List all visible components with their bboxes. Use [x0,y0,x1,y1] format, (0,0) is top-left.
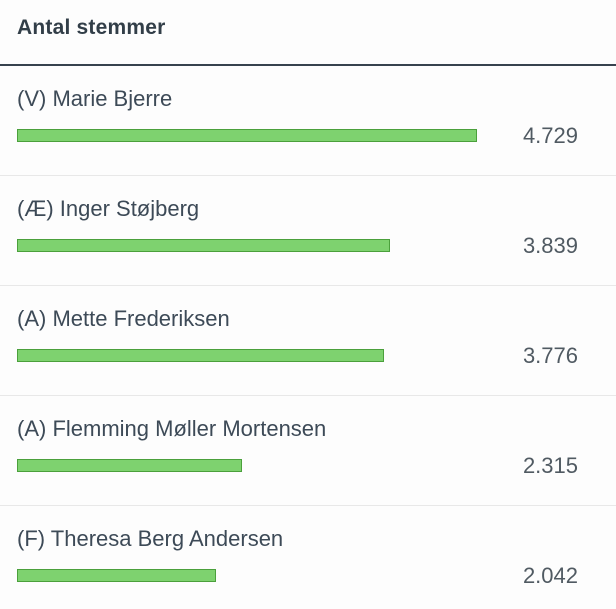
vote-bar [17,459,243,472]
vote-count: 3.776 [522,343,578,368]
candidate-name: (A) Flemming Møller Mortensen [17,416,327,441]
bar-row-flemming-moller-mortensen: (A) Flemming Møller Mortensen 2.315 [0,396,616,506]
vote-count: 2.042 [522,563,578,588]
vote-bar [17,349,385,362]
candidate-name: (A) Mette Frederiksen [17,306,230,331]
candidate-name: (F) Theresa Berg Andersen [17,526,284,551]
candidate-name: (Æ) Inger Støjberg [17,196,200,221]
vote-count: 2.315 [522,453,578,478]
bar-row-inger-stojberg: (Æ) Inger Støjberg 3.839 [0,176,616,286]
bar-track [17,129,477,142]
bar-track [17,239,477,252]
bar-track [17,349,477,362]
bar-row-marie-bjerre: (V) Marie Bjerre 4.729 [0,66,616,176]
vote-bar [17,569,216,582]
bar-row-theresa-berg-andersen: (F) Theresa Berg Andersen 2.042 [0,506,616,609]
vote-bar [17,129,477,142]
vote-bar [17,239,391,252]
candidate-name: (V) Marie Bjerre [17,86,173,111]
vote-count: 4.729 [522,123,578,148]
chart-header: Antal stemmer [0,0,616,66]
vote-count: 3.839 [522,233,578,258]
bar-track [17,569,477,582]
bar-track [17,459,477,472]
chart-title: Antal stemmer [17,16,166,39]
bar-row-mette-frederiksen: (A) Mette Frederiksen 3.776 [0,286,616,396]
